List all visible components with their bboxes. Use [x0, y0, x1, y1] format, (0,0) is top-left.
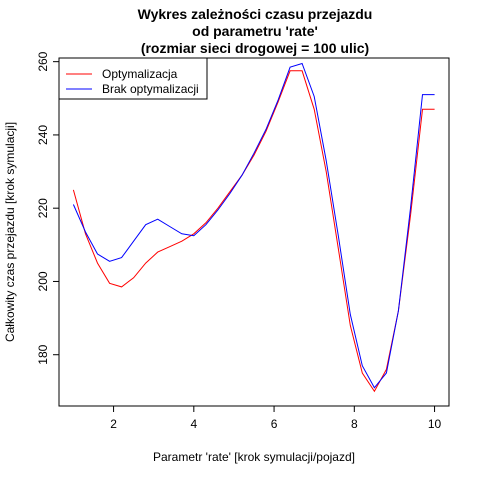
legend-label-brak-optymalizacji: Brak optymalizacji: [102, 82, 199, 96]
x-axis-label: Parametr 'rate' [krok symulacji/pojazd]: [153, 450, 355, 464]
y-tick-label: 200: [36, 271, 50, 291]
x-axis: 2 4 6 8 10: [110, 406, 442, 431]
x-tick-label: 2: [110, 417, 117, 431]
y-axis-label: Całkowity czas przejazdu [krok symulacji…: [3, 122, 17, 342]
y-tick-label: 240: [36, 125, 50, 145]
x-tick-label: 4: [190, 417, 197, 431]
y-tick-label: 260: [36, 51, 50, 71]
legend-label-optymalizacja: Optymalizacja: [102, 67, 178, 81]
series-line-optymalizacja: [72, 70, 435, 393]
x-tick-label: 10: [428, 417, 442, 431]
y-tick-label: 220: [36, 198, 50, 218]
plot-frame: [58, 57, 450, 407]
chart-title-line-3: (rozmiar sieci drogowej = 100 ulic): [141, 40, 369, 56]
x-tick-label: 8: [351, 417, 358, 431]
y-axis: 180 200 220 240 260: [36, 51, 59, 365]
chart-title-line-2: od parametru 'rate': [192, 23, 318, 39]
legend-box: [58, 57, 208, 100]
series-line-brak-optymalizacji: [72, 62, 435, 389]
series-layer: [72, 62, 435, 393]
x-tick-label: 6: [271, 417, 278, 431]
chart-title-line-1: Wykres zależności czasu przejazdu: [138, 6, 373, 22]
y-tick-label: 180: [36, 344, 50, 364]
legend: Optymalizacja Brak optymalizacji: [58, 57, 208, 100]
